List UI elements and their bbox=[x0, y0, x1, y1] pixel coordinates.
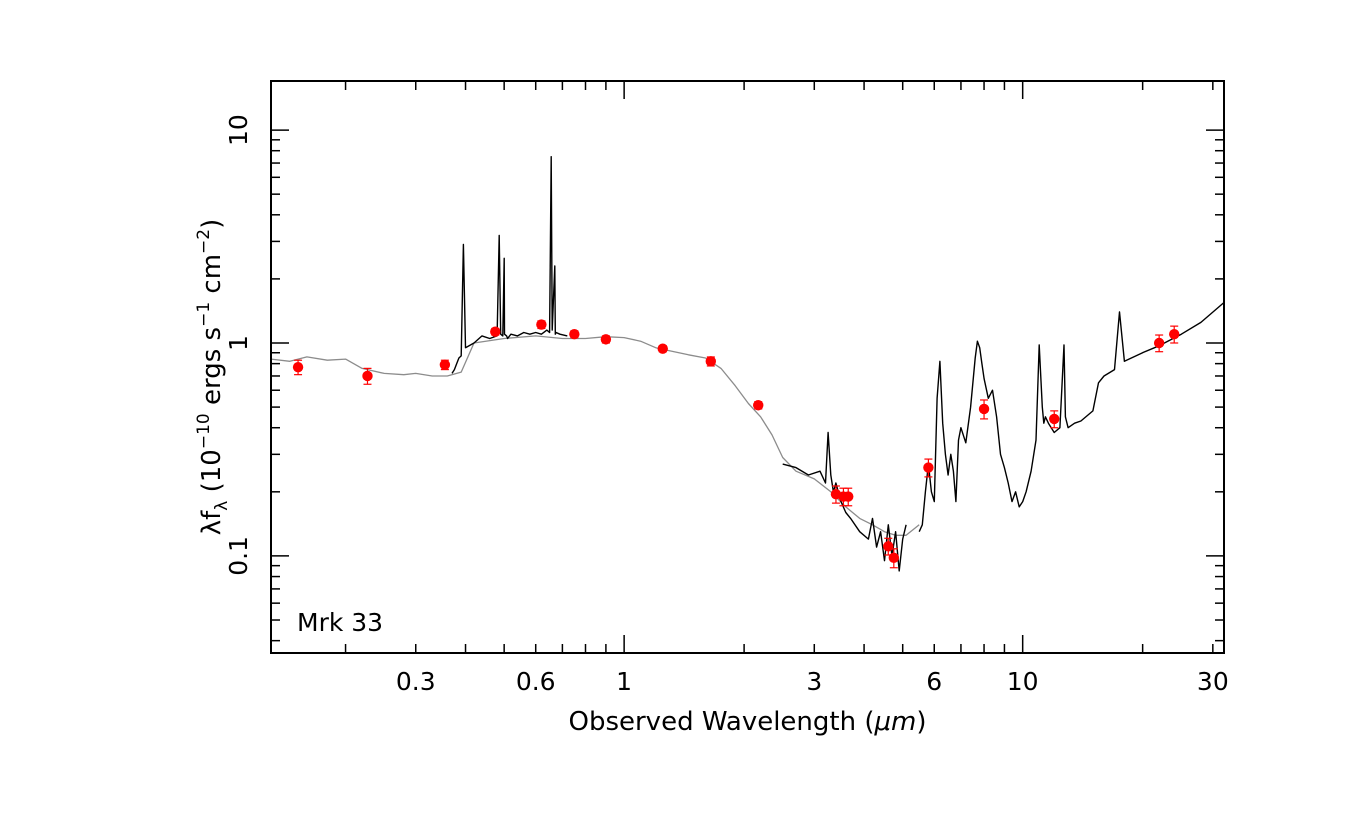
series-line-model-1 bbox=[270, 335, 920, 536]
y-axis-title-exp2: −1 bbox=[194, 302, 214, 327]
y-axis-title-mid: ergs s bbox=[197, 327, 227, 413]
y-axis-title-lambda: λ bbox=[197, 520, 227, 535]
y-tick-label: 1 bbox=[224, 335, 253, 351]
photometry-point bbox=[883, 541, 894, 552]
photometry-point bbox=[439, 359, 451, 370]
photometry-point bbox=[753, 400, 764, 411]
y-axis-title-close: ) bbox=[197, 219, 227, 229]
x-tick-label: 3 bbox=[806, 667, 822, 696]
x-tick-labels: 0.3 0.6 1 3 6 10 30 bbox=[396, 667, 1229, 696]
y-axis-title-mid2: cm bbox=[197, 254, 227, 302]
photometry-point bbox=[888, 552, 900, 563]
series-line-spectrum-2 bbox=[451, 156, 568, 374]
photometry-point bbox=[362, 370, 373, 382]
x-tick-label: 1 bbox=[616, 667, 632, 696]
axis-ticks bbox=[271, 81, 1224, 653]
x-axis-title: Observed Wavelength (μm) bbox=[568, 707, 926, 737]
y-axis-title-sub: λ bbox=[212, 501, 232, 511]
x-tick-label: 0.6 bbox=[516, 667, 556, 696]
y-axis-title-f: f bbox=[197, 510, 227, 520]
series-line-spectrum-3 bbox=[782, 431, 907, 572]
y-tick-label: 0.1 bbox=[224, 536, 253, 576]
x-axis-title-suffix: ) bbox=[916, 707, 926, 737]
series-line-spectrum-4 bbox=[918, 301, 1225, 532]
photometry-point bbox=[1169, 328, 1180, 340]
y-axis-title-open: (10 bbox=[197, 449, 227, 501]
x-tick-label: 6 bbox=[926, 667, 942, 696]
y-axis-title-exp1: −10 bbox=[194, 413, 214, 449]
photometry-point bbox=[843, 491, 854, 502]
series-layer bbox=[270, 156, 1225, 572]
x-axis-title-prefix: Observed Wavelength ( bbox=[568, 707, 874, 737]
y-axis-title-exp3: −2 bbox=[194, 229, 214, 254]
x-axis-title-unit: μm bbox=[873, 707, 916, 737]
photometry-point bbox=[705, 356, 717, 367]
x-tick-label: 10 bbox=[1007, 667, 1039, 696]
photometry-point bbox=[292, 361, 304, 373]
photometry-point bbox=[923, 462, 934, 473]
photometry-point bbox=[1153, 337, 1165, 349]
photometry-point bbox=[569, 328, 580, 340]
photometry-point bbox=[536, 319, 547, 330]
photometry-point bbox=[490, 326, 501, 337]
photometry-point bbox=[600, 334, 612, 345]
x-tick-label: 30 bbox=[1197, 667, 1229, 696]
plot-frame bbox=[270, 80, 1225, 654]
photometry-point bbox=[657, 343, 668, 354]
y-tick-label: 10 bbox=[224, 114, 253, 146]
x-tick-label: 0.3 bbox=[396, 667, 436, 696]
panel-label: Mrk 33 bbox=[297, 608, 383, 637]
photometry-point bbox=[1049, 413, 1060, 425]
photometry-points bbox=[292, 319, 1180, 569]
y-axis-title: λfλ (10−10 ergs s−1 cm−2) bbox=[194, 219, 232, 536]
photometry-point bbox=[978, 403, 990, 415]
y-tick-labels: 0.1 1 10 bbox=[224, 114, 253, 576]
